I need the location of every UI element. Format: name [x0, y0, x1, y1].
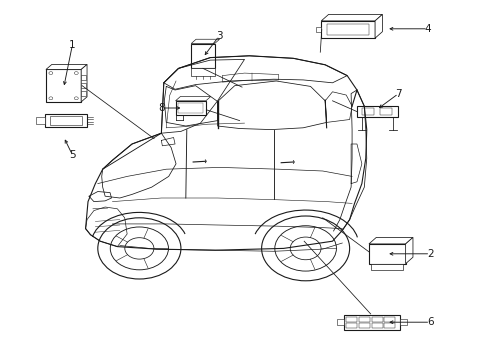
- Bar: [384, 317, 395, 322]
- Polygon shape: [46, 64, 87, 69]
- Bar: [399, 319, 406, 325]
- Text: 2: 2: [426, 249, 433, 259]
- Polygon shape: [164, 86, 217, 126]
- Polygon shape: [85, 207, 127, 247]
- Bar: [356, 106, 397, 117]
- Bar: [346, 323, 356, 328]
- Polygon shape: [374, 14, 382, 38]
- Bar: [343, 315, 399, 330]
- Polygon shape: [175, 96, 210, 101]
- Polygon shape: [368, 238, 412, 244]
- Polygon shape: [191, 39, 219, 44]
- Circle shape: [261, 216, 349, 281]
- Bar: [368, 244, 405, 264]
- Text: 5: 5: [69, 150, 76, 160]
- Bar: [46, 69, 81, 102]
- Text: 3: 3: [215, 31, 222, 41]
- Bar: [321, 21, 374, 38]
- Bar: [358, 317, 369, 322]
- Bar: [371, 317, 382, 322]
- Bar: [336, 319, 343, 325]
- Polygon shape: [325, 92, 351, 122]
- Bar: [45, 114, 87, 127]
- Bar: [50, 116, 81, 125]
- Polygon shape: [161, 59, 244, 133]
- Polygon shape: [405, 238, 412, 264]
- Bar: [326, 24, 368, 35]
- Bar: [81, 91, 86, 96]
- Polygon shape: [163, 56, 346, 89]
- Text: 4: 4: [424, 24, 430, 34]
- Bar: [175, 101, 205, 115]
- Bar: [191, 44, 214, 68]
- Bar: [384, 323, 395, 328]
- Bar: [371, 264, 402, 270]
- Bar: [81, 75, 86, 80]
- Bar: [346, 317, 356, 322]
- Text: 8: 8: [158, 103, 164, 113]
- Bar: [361, 108, 373, 115]
- Text: 7: 7: [394, 89, 401, 99]
- Bar: [36, 117, 45, 124]
- Polygon shape: [85, 56, 366, 250]
- Polygon shape: [321, 14, 382, 21]
- Circle shape: [98, 218, 181, 279]
- Text: 6: 6: [426, 317, 433, 327]
- Bar: [178, 103, 203, 113]
- Text: 1: 1: [69, 40, 76, 50]
- Bar: [191, 68, 214, 76]
- Bar: [358, 323, 369, 328]
- Bar: [316, 27, 321, 32]
- Polygon shape: [102, 133, 176, 198]
- Bar: [81, 83, 86, 88]
- Polygon shape: [81, 64, 87, 102]
- Bar: [380, 108, 391, 115]
- Bar: [371, 323, 382, 328]
- Polygon shape: [217, 81, 326, 130]
